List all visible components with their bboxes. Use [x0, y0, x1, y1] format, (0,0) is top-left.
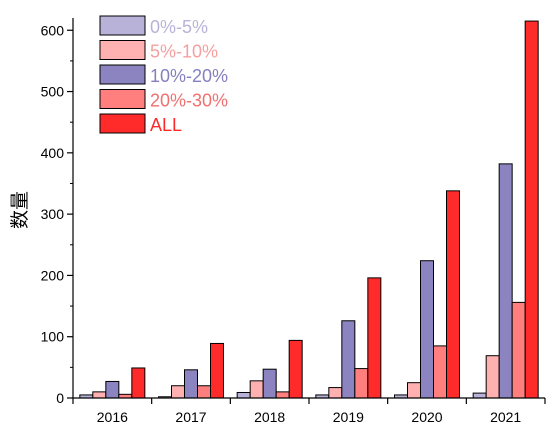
y-axis-label: 数量 — [9, 191, 31, 229]
legend-swatch-20%-30% — [99, 89, 146, 109]
bar-5%-10%-2021 — [485, 355, 500, 399]
y-tick-label: 400 — [41, 145, 65, 161]
bar-5%-10%-2019 — [328, 387, 343, 399]
bar-10%-20%-2020 — [420, 260, 434, 399]
legend-label-10%-20%: 10%-20% — [150, 66, 228, 86]
y-tick-label: 200 — [41, 267, 65, 283]
legend-label-20%-30%: 20%-30% — [150, 91, 228, 111]
bar-10%-20%-2017 — [184, 369, 198, 399]
bar-ALL-2018 — [288, 339, 303, 399]
bar-20%-30%-2019 — [354, 368, 369, 399]
legend-swatch-5%-10% — [99, 40, 146, 60]
bar-ALL-2021 — [524, 20, 539, 399]
x-tick-label: 2018 — [254, 409, 285, 425]
y-tick-label: 500 — [41, 84, 65, 100]
y-tick-label: 0 — [56, 390, 64, 406]
bars — [79, 20, 539, 399]
bar-0%-5%-2021 — [472, 392, 487, 399]
bar-20%-30%-2020 — [433, 345, 447, 399]
legend-label-0%-5%: 0%-5% — [150, 17, 208, 37]
legend-swatch-0%-5% — [99, 15, 146, 36]
x-tick-label: 2021 — [490, 409, 521, 425]
bar-10%-20%-2019 — [341, 320, 356, 399]
y-tick-label: 100 — [41, 329, 65, 345]
bar-ALL-2016 — [131, 367, 146, 399]
bar-20%-30%-2018 — [275, 391, 290, 399]
x-tick-label: 2016 — [97, 409, 128, 425]
bar-10%-20%-2018 — [262, 368, 277, 399]
bar-ALL-2019 — [367, 277, 382, 399]
x-tick-label: 2020 — [411, 409, 442, 425]
x-tick-label: 2019 — [333, 409, 364, 425]
y-tick-label: 300 — [41, 206, 65, 222]
legend-label-5%-10%: 5%-10% — [150, 42, 218, 62]
bar-5%-10%-2016 — [92, 391, 107, 399]
bar-5%-10%-2018 — [249, 380, 264, 399]
bar-ALL-2020 — [446, 190, 460, 399]
bar-0%-5%-2018 — [236, 391, 251, 399]
bar-5%-10%-2020 — [407, 382, 421, 399]
y-tick-label: 600 — [41, 22, 65, 38]
legend-swatch-10%-20% — [99, 64, 146, 85]
legend-swatch-ALL — [99, 113, 146, 134]
bar-20%-30%-2021 — [511, 301, 526, 399]
bar-10%-20%-2016 — [105, 380, 120, 399]
x-tick-label: 2017 — [175, 409, 206, 425]
bar-ALL-2017 — [210, 342, 224, 399]
bar-10%-20%-2021 — [498, 163, 513, 399]
axes: 0 100 200 300 400 500 600 2016 2017 2018 2019 2020 2… — [41, 18, 546, 425]
legend: 0%-5% 5%-10% 10%-20% 20%-30% ALL — [99, 15, 228, 135]
legend-label-ALL: ALL — [150, 115, 182, 135]
bar-5%-10%-2017 — [171, 385, 185, 399]
bar-20%-30%-2017 — [197, 385, 211, 399]
